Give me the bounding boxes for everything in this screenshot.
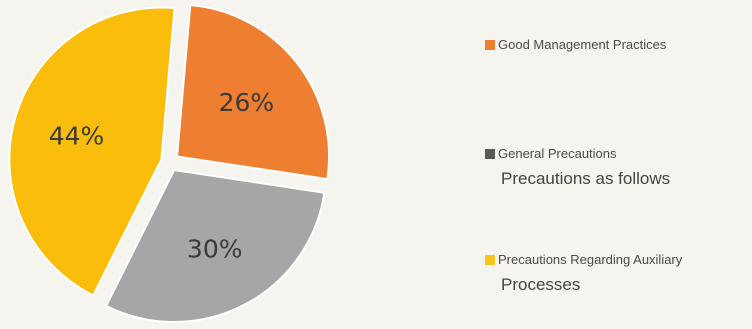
- legend-swatch-good-management: [485, 39, 495, 50]
- slice-auxiliary[interactable]: [8, 6, 176, 297]
- pie-slices: [8, 3, 331, 323]
- slice-good-management[interactable]: [175, 3, 331, 181]
- legend-label-auxiliary: Precautions Regarding Auxiliary: [498, 252, 683, 267]
- legend-sublabel-general-precautions: Precautions as follows: [501, 169, 671, 188]
- legend-swatch-general-precautions: [485, 148, 495, 159]
- slice-label-good-management: 26%: [219, 88, 275, 117]
- legend-item-auxiliary-processes[interactable]: Precautions Regarding Auxiliary Processe…: [485, 252, 682, 295]
- legend-swatch-auxiliary: [485, 254, 495, 265]
- slice-label-auxiliary: 44%: [49, 122, 105, 151]
- pie-labels: 26% 30% 44%: [49, 88, 274, 263]
- legend-label-general-precautions: General Precautions: [498, 146, 617, 161]
- legend-label-good-management: Good Management Practices: [498, 37, 667, 52]
- legend-item-good-management[interactable]: Good Management Practices: [485, 37, 666, 52]
- legend-sublabel-auxiliary: Processes: [501, 275, 581, 294]
- slice-general-precautions[interactable]: [104, 168, 326, 323]
- slice-label-general-precautions: 30%: [187, 234, 243, 263]
- legend-item-general-precautions[interactable]: General Precautions Precautions as follo…: [485, 146, 670, 189]
